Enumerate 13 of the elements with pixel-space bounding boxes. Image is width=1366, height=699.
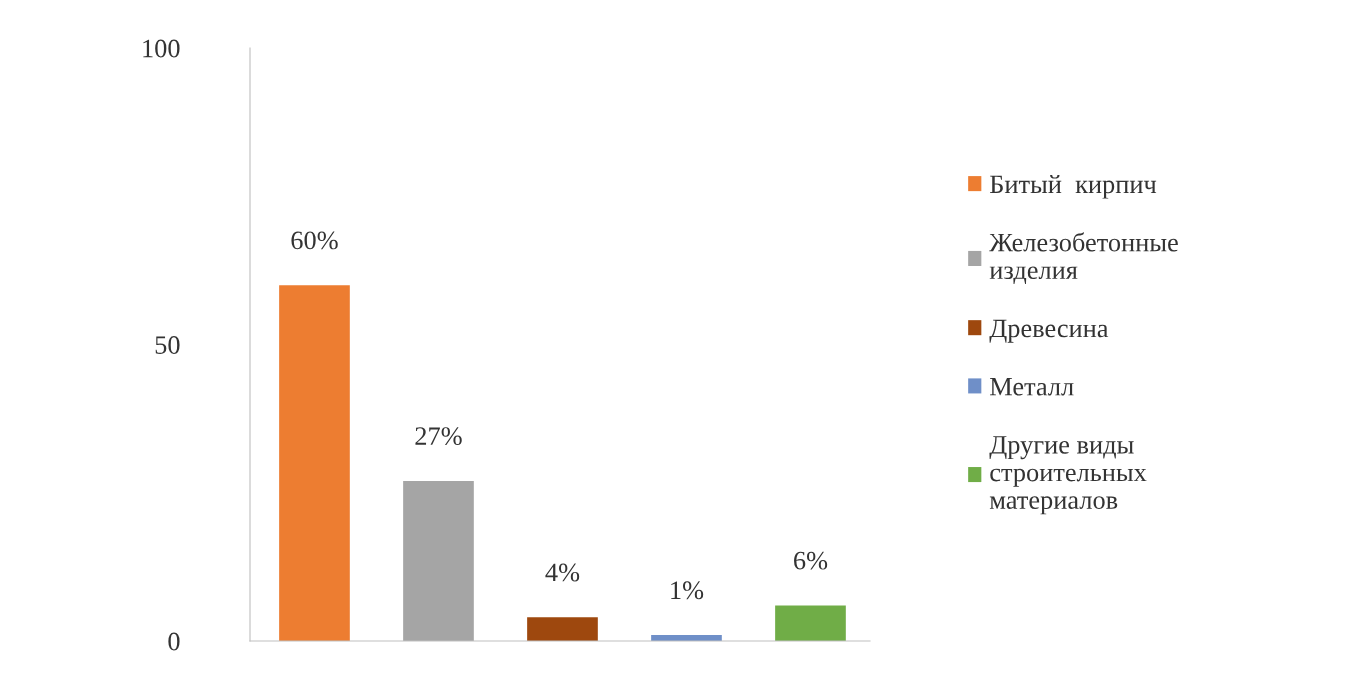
y-tick-label: 0 — [168, 632, 180, 651]
data-label: 6% — [794, 551, 828, 570]
legend-label: Битый кирпич — [990, 174, 1157, 199]
data-label: 4% — [545, 563, 580, 582]
legend-label: Другие виды строительных материалов — [989, 436, 1147, 515]
legend-label: Железобетонные изделия — [989, 232, 1178, 284]
y-tick-label: 100 — [143, 39, 180, 58]
data-label: 27% — [415, 427, 462, 446]
legend-label: Металл — [990, 378, 1074, 396]
y-tick-label: 50 — [155, 336, 180, 354]
data-label: 1% — [671, 581, 704, 600]
legend-label: Древесина — [989, 319, 1109, 343]
data-label: 60% — [291, 231, 338, 250]
